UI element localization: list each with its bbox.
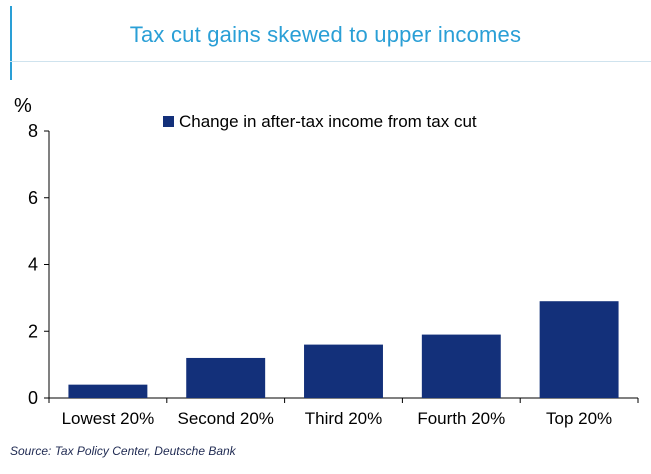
legend: Change in after-tax income from tax cut [163,112,477,131]
title-accent-bar [10,6,12,80]
x-tick-label: Second 20% [177,409,273,428]
bar-1 [68,384,148,398]
bar-2 [186,357,266,398]
chart-title: Tax cut gains skewed to upper incomes [129,22,522,47]
x-tick-label: Lowest 20% [62,409,155,428]
legend-label: Change in after-tax income from tax cut [179,112,477,131]
x-tick-label: Third 20% [305,409,382,428]
x-axis [48,397,639,403]
y-tick-label: 6 [28,188,38,208]
bar-3 [304,344,383,398]
y-axis: 0 2 4 6 8 [28,121,50,408]
y-unit-label: % [14,95,32,117]
y-tick-label: 4 [28,255,38,275]
bar-5 [539,301,619,398]
source-note: Source: Tax Policy Center, Deutsche Bank [10,444,236,458]
bars [68,301,619,398]
x-tick-labels: Lowest 20% Second 20% Third 20% Fourth 20% T… [62,409,613,428]
bar-4 [421,334,501,398]
x-tick-label: Fourth 20% [417,409,505,428]
x-tick-label: Top 20% [546,409,612,428]
y-tick-label: 0 [28,388,38,408]
y-tick-label: 2 [28,321,38,341]
title-divider [10,61,651,62]
legend-swatch [163,116,174,127]
y-tick-label: 8 [28,121,38,141]
